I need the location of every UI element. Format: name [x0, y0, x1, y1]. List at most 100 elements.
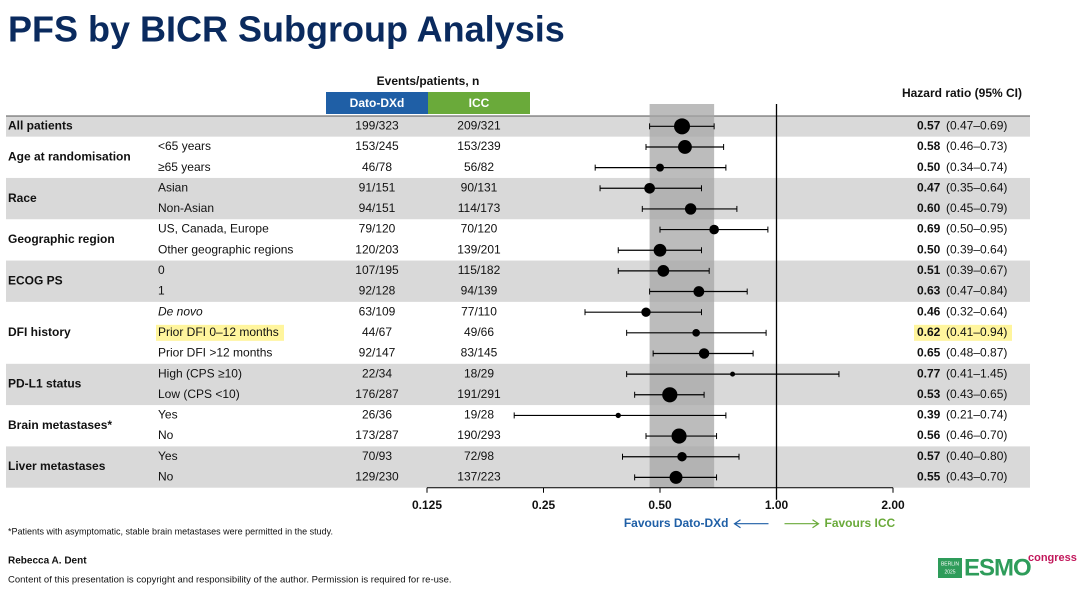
logo-city: BERLIN	[941, 561, 959, 567]
hr-value: 0.56	[917, 428, 941, 442]
subgroup-label: Asian	[158, 180, 188, 194]
hr-point	[693, 286, 705, 297]
ci-value: (0.40–0.80)	[946, 449, 1007, 463]
events-header: Events/patients, n	[377, 74, 480, 88]
hr-point	[662, 387, 678, 403]
title: PFS by BICR Subgroup Analysis	[8, 9, 565, 50]
hr-value: 0.62	[917, 325, 941, 339]
dato-events: 26/36	[362, 408, 392, 422]
x-tick-label: 1.00	[765, 498, 789, 512]
ci-value: (0.39–0.67)	[946, 263, 1007, 277]
hr-point	[657, 264, 670, 277]
row-band	[6, 363, 1030, 406]
ci-value: (0.43–0.70)	[946, 470, 1007, 484]
hr-value: 0.50	[917, 160, 941, 174]
ci-value: (0.39–0.64)	[946, 242, 1007, 256]
hr-point	[674, 118, 691, 135]
hr-point	[678, 140, 692, 154]
dato-events: 107/195	[355, 263, 399, 277]
x-tick-label: 0.25	[532, 498, 556, 512]
icc-events: 94/139	[461, 284, 498, 298]
highlight	[156, 324, 284, 341]
logo-year: 2025	[944, 569, 955, 575]
icc-events: 70/120	[461, 222, 498, 236]
ci-value: (0.41–1.45)	[946, 366, 1007, 380]
subgroup-label: ≥65 years	[158, 160, 211, 174]
subgroup-label: Prior DFI >12 months	[158, 346, 272, 360]
row-band	[6, 260, 1030, 302]
hr-value: 0.58	[917, 139, 941, 153]
subgroup-label: Non-Asian	[158, 201, 214, 215]
dato-events: 173/287	[355, 428, 399, 442]
hr-value: 0.57	[917, 118, 941, 132]
icc-events: 19/28	[464, 408, 494, 422]
ci-value: (0.50–0.95)	[946, 222, 1007, 236]
dato-events: 44/67	[362, 325, 392, 339]
hr-value: 0.50	[917, 242, 941, 256]
subgroup-label: <65 years	[158, 139, 211, 153]
group-label: Liver metastases	[8, 459, 106, 473]
group-label: All patients	[8, 118, 73, 132]
ci-value: (0.43–0.65)	[946, 387, 1007, 401]
row-band	[6, 446, 1030, 488]
subgroup-label: 0	[158, 263, 165, 277]
dato-events: 46/78	[362, 160, 392, 174]
logo-name: ESMO	[964, 554, 1031, 581]
icc-events: 18/29	[464, 366, 494, 380]
ci-value: (0.34–0.74)	[946, 160, 1007, 174]
dato-events: 120/203	[355, 242, 399, 256]
dato-events: 153/245	[355, 139, 399, 153]
row-band	[6, 116, 1030, 137]
group-label: PD-L1 status	[8, 377, 82, 391]
subgroup-label: Low (CPS <10)	[158, 387, 240, 401]
dato-events: 91/151	[359, 180, 396, 194]
hr-point	[641, 307, 651, 317]
hr-value: 0.39	[917, 408, 941, 422]
icc-events: 83/145	[461, 346, 498, 360]
hr-point	[615, 412, 621, 419]
rows	[6, 116, 1030, 488]
icc-events: 190/293	[457, 428, 501, 442]
highlight	[914, 324, 1012, 341]
subgroup-label: Other geographic regions	[158, 242, 293, 256]
icc-events: 137/223	[457, 470, 501, 484]
hr-point	[692, 329, 700, 337]
group-label: ECOG PS	[8, 273, 63, 287]
dato-events: 79/120	[359, 222, 396, 236]
arm-header: ICC	[469, 96, 490, 110]
ci-value: (0.46–0.73)	[946, 139, 1007, 153]
ci-value: (0.47–0.69)	[946, 118, 1007, 132]
hr-value: 0.46	[917, 304, 941, 318]
x-tick-label: 2.00	[881, 498, 905, 512]
author: Rebecca A. Dent	[8, 556, 87, 567]
hr-value: 0.51	[917, 263, 941, 277]
hr-point	[653, 243, 667, 257]
footnote: *Patients with asymptomatic, stable brai…	[8, 526, 333, 536]
subgroup-label: No	[158, 470, 174, 484]
favours-right: Favours ICC	[825, 516, 896, 530]
icc-events: 115/182	[458, 263, 501, 277]
dato-events: 94/151	[359, 201, 396, 215]
dato-events: 199/323	[355, 118, 399, 132]
icc-events: 77/110	[461, 304, 497, 318]
icc-events: 209/321	[457, 118, 501, 132]
icc-events: 139/201	[457, 242, 501, 256]
hr-value: 0.63	[917, 284, 941, 298]
group-label: Brain metastases*	[8, 418, 112, 432]
group-label: Age at randomisation	[8, 149, 131, 163]
icc-events: 90/131	[461, 180, 498, 194]
arm-header-box	[428, 92, 530, 114]
hr-value: 0.53	[917, 387, 941, 401]
ci-value: (0.32–0.64)	[946, 304, 1007, 318]
subgroup-label: High (CPS ≥10)	[158, 366, 242, 380]
hr-value: 0.77	[917, 366, 941, 380]
hr-point	[644, 182, 655, 194]
arm-header-box	[326, 92, 428, 114]
icc-events: 49/66	[464, 325, 494, 339]
hr-point	[730, 371, 736, 377]
ci-value: (0.46–0.70)	[946, 428, 1007, 442]
arm-header: Dato-DXd	[350, 96, 405, 110]
icc-events: 114/173	[458, 201, 501, 215]
x-tick-label: 0.125	[412, 498, 442, 512]
